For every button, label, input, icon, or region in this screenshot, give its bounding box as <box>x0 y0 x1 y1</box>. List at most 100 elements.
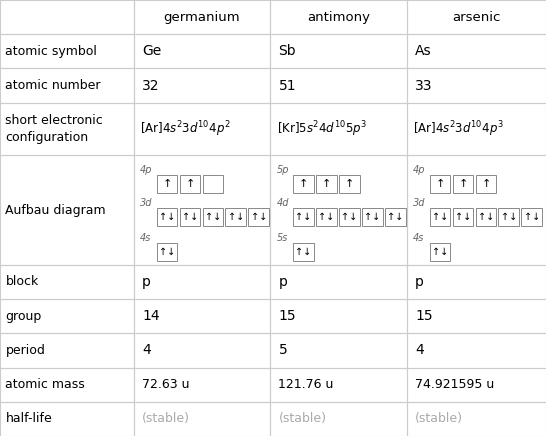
Text: ↑↓: ↑↓ <box>432 247 448 257</box>
Bar <box>270 333 407 368</box>
Text: Sb: Sb <box>278 44 296 58</box>
Text: 51: 51 <box>278 78 296 92</box>
Text: ↑: ↑ <box>185 179 195 189</box>
Text: (stable): (stable) <box>415 412 463 426</box>
Text: ↑↓: ↑↓ <box>205 212 221 222</box>
Bar <box>453 208 473 226</box>
Text: 72.63 u: 72.63 u <box>142 378 189 391</box>
Bar <box>498 208 519 226</box>
Bar <box>157 243 177 261</box>
Text: ↑: ↑ <box>458 179 468 189</box>
Bar <box>293 208 314 226</box>
Text: 14: 14 <box>142 309 159 323</box>
Text: 121.76 u: 121.76 u <box>278 378 334 391</box>
Text: [Kr]5$s^2$4$d^{10}$5$p^3$: [Kr]5$s^2$4$d^{10}$5$p^3$ <box>277 119 367 139</box>
Bar <box>453 175 473 193</box>
Text: Aufbau diagram: Aufbau diagram <box>5 204 106 217</box>
Text: 5p: 5p <box>277 165 289 175</box>
Text: 5s: 5s <box>277 233 288 243</box>
Text: [Ar]4$s^2$3$d^{10}$4$p^3$: [Ar]4$s^2$3$d^{10}$4$p^3$ <box>413 119 504 139</box>
Bar <box>407 299 546 333</box>
Bar <box>293 243 314 261</box>
Text: p: p <box>142 275 151 289</box>
Text: group: group <box>5 310 41 323</box>
Text: ↑: ↑ <box>322 179 331 189</box>
Text: ↑↓: ↑↓ <box>182 212 198 222</box>
Bar <box>270 299 407 333</box>
Text: ↑↓: ↑↓ <box>501 212 517 222</box>
Text: ↑↓: ↑↓ <box>159 247 175 257</box>
Bar <box>407 368 546 402</box>
Text: [Ar]4$s^2$3$d^{10}$4$p^2$: [Ar]4$s^2$3$d^{10}$4$p^2$ <box>140 119 231 139</box>
Bar <box>270 402 407 436</box>
Bar <box>134 265 270 299</box>
Text: 4: 4 <box>415 344 424 358</box>
Bar <box>134 155 270 265</box>
Text: half-life: half-life <box>5 412 52 426</box>
Text: 4p: 4p <box>140 165 153 175</box>
Bar <box>157 208 177 226</box>
Bar <box>0 299 134 333</box>
Bar <box>203 175 223 193</box>
Bar <box>270 0 407 34</box>
Bar <box>270 265 407 299</box>
Bar <box>134 368 270 402</box>
Bar <box>270 34 407 68</box>
Bar <box>180 208 200 226</box>
Bar <box>407 103 546 155</box>
Bar <box>0 155 134 265</box>
Text: p: p <box>415 275 424 289</box>
Text: ↑↓: ↑↓ <box>432 212 448 222</box>
Bar <box>316 175 337 193</box>
Bar <box>134 68 270 103</box>
Text: 3d: 3d <box>140 198 153 208</box>
Text: Ge: Ge <box>142 44 161 58</box>
Bar <box>0 402 134 436</box>
Text: ↑↓: ↑↓ <box>159 212 175 222</box>
Bar <box>430 208 450 226</box>
Text: 4s: 4s <box>140 233 152 243</box>
Bar <box>407 333 546 368</box>
Bar <box>476 208 496 226</box>
Bar <box>293 175 314 193</box>
Text: atomic mass: atomic mass <box>5 378 85 391</box>
Bar <box>339 208 360 226</box>
Text: germanium: germanium <box>164 10 240 24</box>
Text: ↑↓: ↑↓ <box>295 247 312 257</box>
Text: ↑↓: ↑↓ <box>228 212 244 222</box>
Text: ↑↓: ↑↓ <box>341 212 358 222</box>
Bar <box>270 155 407 265</box>
Bar <box>476 175 496 193</box>
Text: (stable): (stable) <box>278 412 327 426</box>
Text: block: block <box>5 276 39 289</box>
Text: 3d: 3d <box>413 198 426 208</box>
Text: ↑↓: ↑↓ <box>387 212 403 222</box>
Bar <box>157 175 177 193</box>
Text: p: p <box>278 275 287 289</box>
Text: ↑↓: ↑↓ <box>251 212 267 222</box>
Bar <box>0 68 134 103</box>
Text: (stable): (stable) <box>142 412 190 426</box>
Bar <box>0 0 134 34</box>
Text: 33: 33 <box>415 78 432 92</box>
Bar <box>407 68 546 103</box>
Bar <box>134 333 270 368</box>
Text: arsenic: arsenic <box>452 10 501 24</box>
Bar <box>203 208 223 226</box>
Bar <box>248 208 269 226</box>
Text: period: period <box>5 344 45 357</box>
Text: ↑: ↑ <box>299 179 308 189</box>
Text: ↑: ↑ <box>435 179 445 189</box>
Text: ↑↓: ↑↓ <box>295 212 312 222</box>
Bar <box>134 402 270 436</box>
Bar <box>0 333 134 368</box>
Text: atomic symbol: atomic symbol <box>5 45 97 58</box>
Bar <box>339 175 360 193</box>
Bar <box>270 103 407 155</box>
Bar <box>134 0 270 34</box>
Bar <box>407 155 546 265</box>
Bar <box>430 243 450 261</box>
Text: 4: 4 <box>142 344 151 358</box>
Bar <box>407 0 546 34</box>
Text: atomic number: atomic number <box>5 79 101 92</box>
